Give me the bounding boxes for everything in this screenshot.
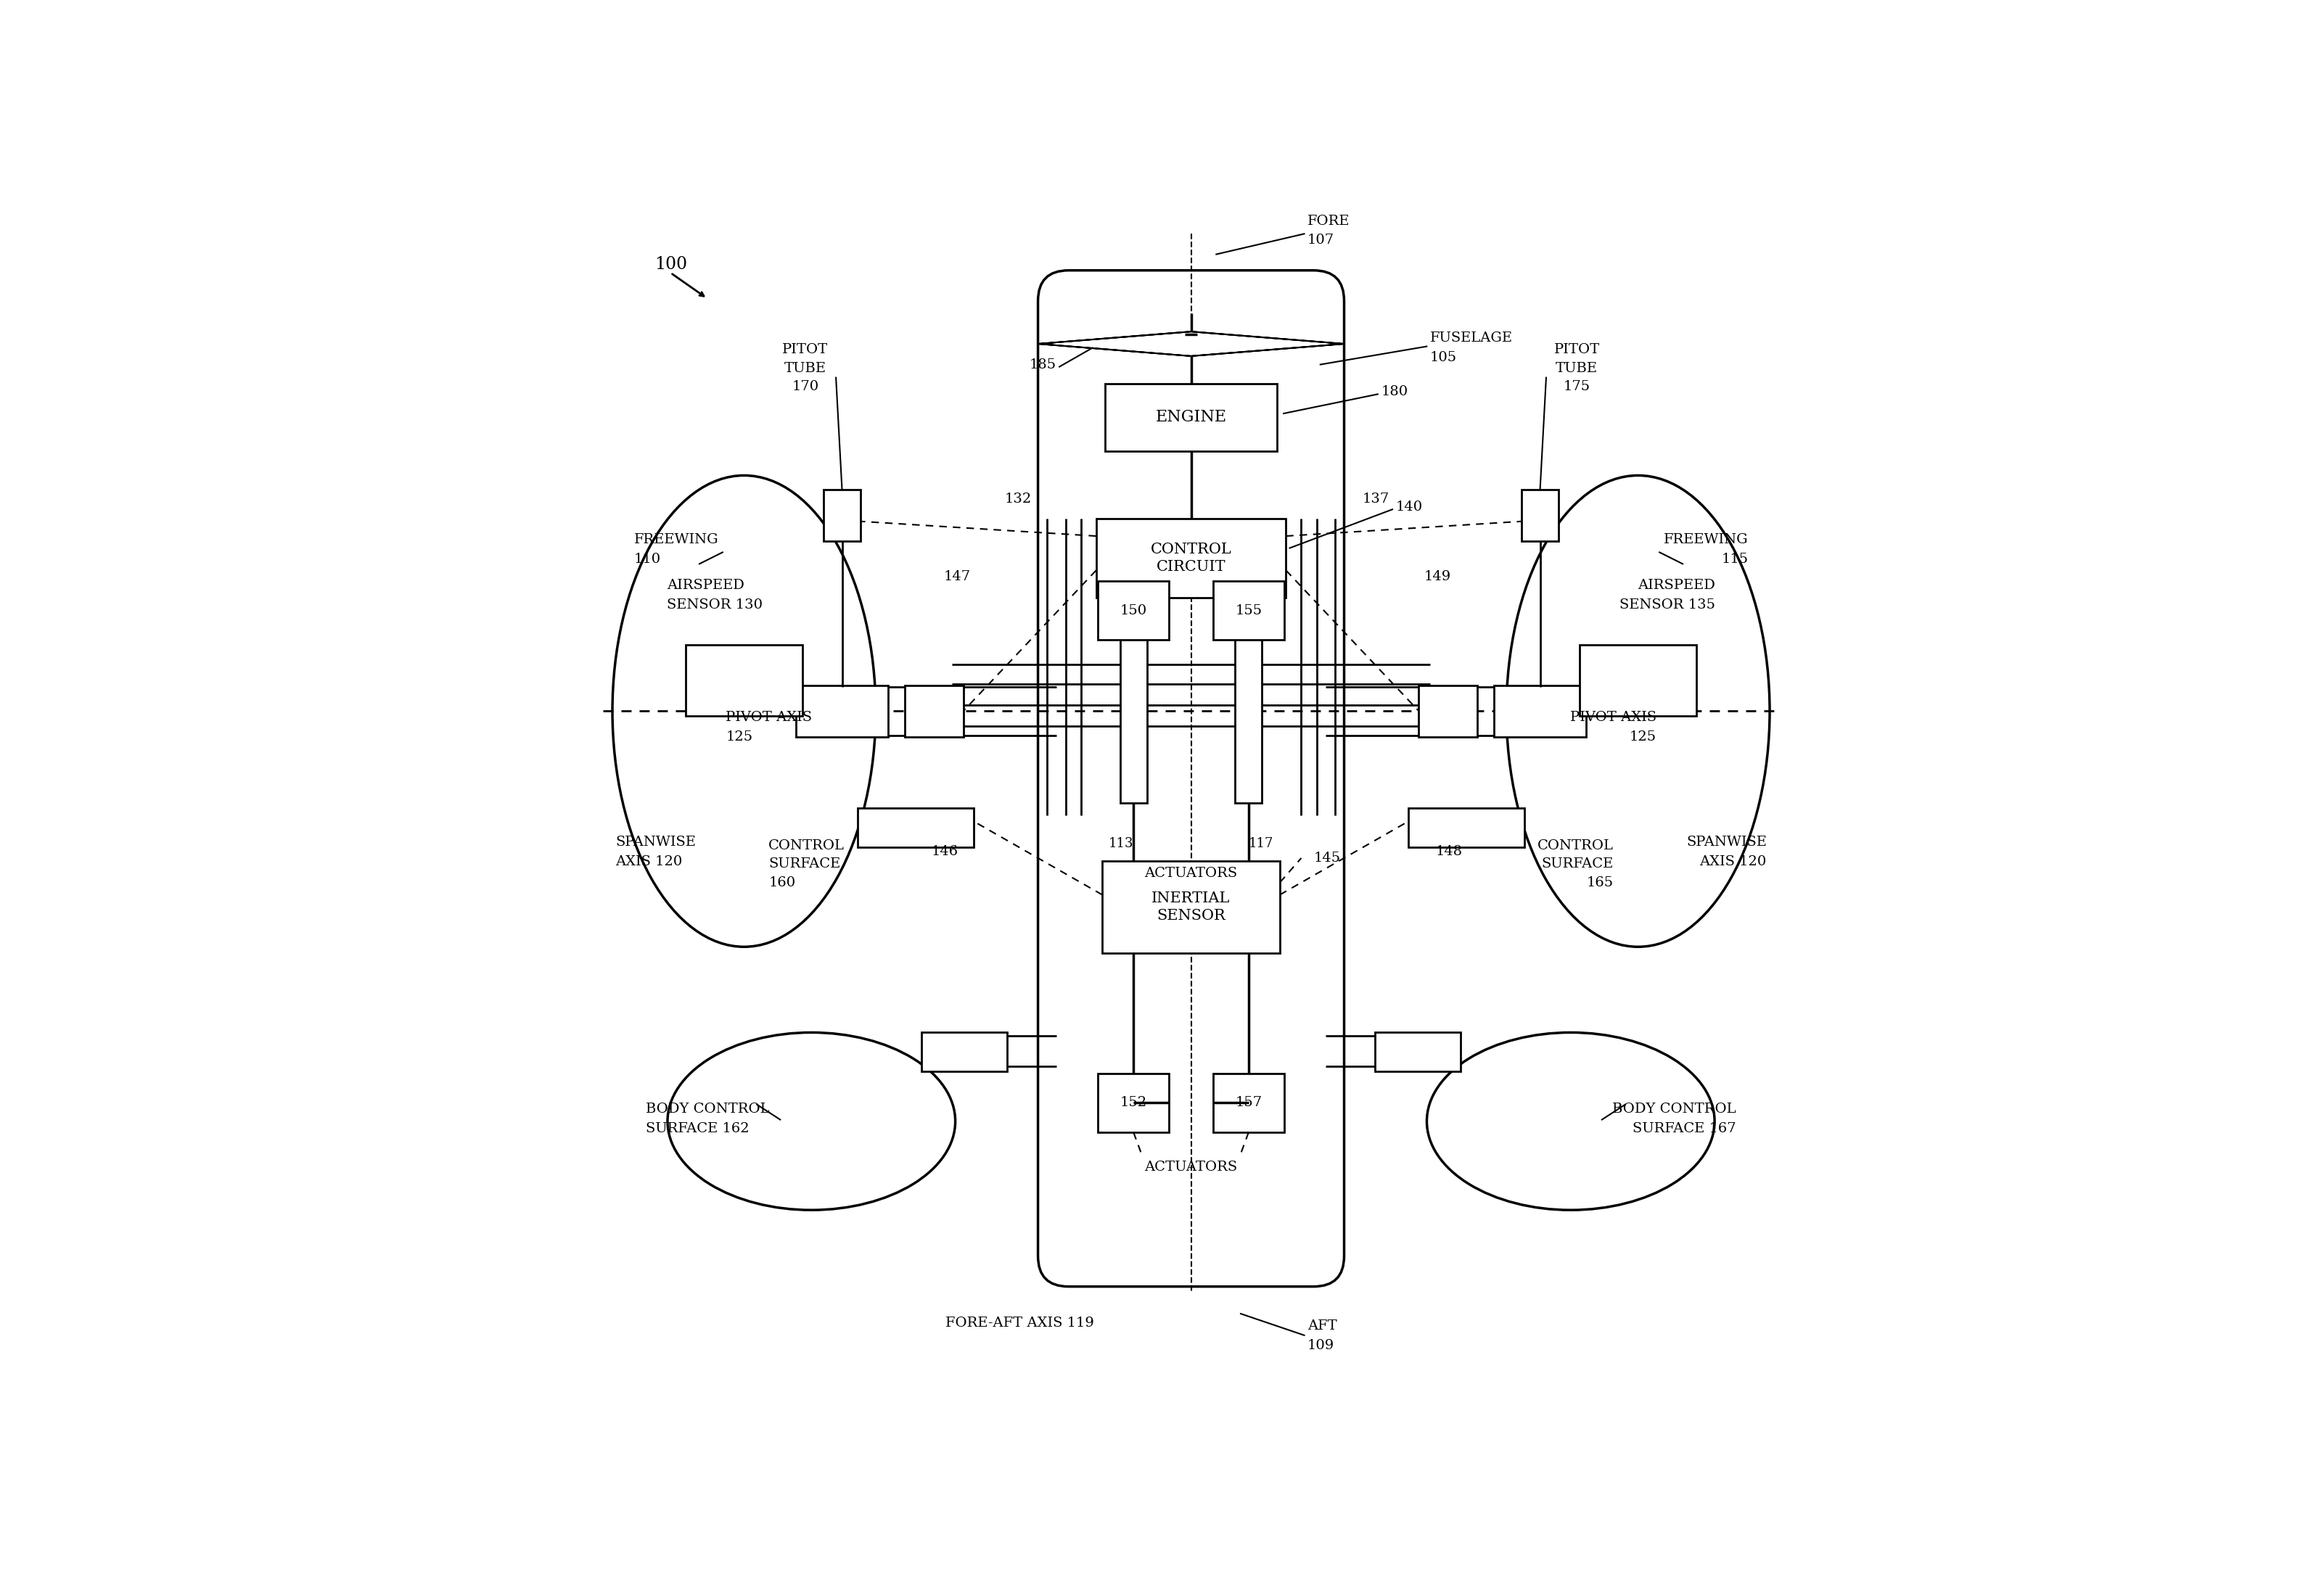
Text: 175: 175 (1564, 380, 1590, 393)
Text: 137: 137 (1362, 493, 1390, 506)
Text: 185: 185 (1030, 358, 1057, 370)
Text: AXIS 120: AXIS 120 (616, 855, 683, 868)
Text: AFT: AFT (1308, 1320, 1336, 1332)
FancyBboxPatch shape (1102, 862, 1281, 952)
Text: CONTROL: CONTROL (1538, 840, 1613, 852)
Text: AIRSPEED: AIRSPEED (1638, 579, 1715, 591)
FancyBboxPatch shape (923, 1032, 1006, 1072)
Text: 140: 140 (1397, 501, 1422, 514)
Text: SURFACE: SURFACE (769, 857, 841, 871)
Text: SPANWISE: SPANWISE (1687, 836, 1766, 849)
Text: CONTROL
CIRCUIT: CONTROL CIRCUIT (1150, 542, 1232, 574)
FancyBboxPatch shape (1213, 582, 1285, 641)
Text: FORE: FORE (1308, 215, 1350, 227)
Text: 109: 109 (1308, 1339, 1334, 1352)
FancyBboxPatch shape (1420, 685, 1478, 736)
FancyBboxPatch shape (1213, 1073, 1285, 1132)
Text: 157: 157 (1234, 1097, 1262, 1110)
Text: SURFACE 162: SURFACE 162 (646, 1123, 751, 1135)
Text: 115: 115 (1722, 553, 1748, 566)
FancyBboxPatch shape (1097, 1073, 1169, 1132)
Text: 155: 155 (1234, 604, 1262, 617)
Text: 170: 170 (792, 380, 818, 393)
FancyBboxPatch shape (1494, 685, 1585, 736)
Text: FORE-AFT AXIS 119: FORE-AFT AXIS 119 (946, 1317, 1095, 1329)
Text: 132: 132 (1004, 493, 1032, 506)
Text: 113: 113 (1109, 838, 1134, 851)
Text: SURFACE 167: SURFACE 167 (1631, 1123, 1736, 1135)
Text: PIVOT AXIS: PIVOT AXIS (725, 711, 811, 723)
Text: 146: 146 (932, 846, 957, 859)
FancyBboxPatch shape (858, 808, 974, 847)
Text: 100: 100 (655, 256, 688, 272)
FancyBboxPatch shape (904, 685, 962, 736)
Text: 117: 117 (1248, 838, 1274, 851)
FancyBboxPatch shape (1120, 641, 1148, 803)
Text: 107: 107 (1308, 234, 1334, 246)
FancyBboxPatch shape (797, 685, 888, 736)
Text: AXIS 120: AXIS 120 (1699, 855, 1766, 868)
Text: FREEWING: FREEWING (634, 533, 718, 547)
FancyBboxPatch shape (1580, 646, 1697, 716)
Text: TUBE: TUBE (1555, 363, 1599, 375)
Text: ACTUATORS: ACTUATORS (1143, 1161, 1239, 1173)
FancyBboxPatch shape (1097, 582, 1169, 641)
Text: SPANWISE: SPANWISE (616, 836, 695, 849)
Text: 160: 160 (769, 876, 795, 889)
Text: INERTIAL
SENSOR: INERTIAL SENSOR (1153, 892, 1229, 922)
Text: CONTROL: CONTROL (769, 840, 844, 852)
Text: 148: 148 (1436, 846, 1462, 859)
FancyBboxPatch shape (1376, 1032, 1459, 1072)
Text: SENSOR 135: SENSOR 135 (1620, 598, 1715, 611)
Text: FUSELAGE: FUSELAGE (1429, 331, 1513, 345)
Text: 145: 145 (1313, 852, 1341, 865)
Text: 150: 150 (1120, 604, 1148, 617)
FancyBboxPatch shape (1039, 270, 1343, 1286)
Text: SURFACE: SURFACE (1541, 857, 1613, 871)
FancyBboxPatch shape (1234, 641, 1262, 803)
Text: 125: 125 (725, 730, 753, 744)
Text: SENSOR 130: SENSOR 130 (667, 598, 762, 611)
FancyBboxPatch shape (1097, 518, 1285, 598)
FancyBboxPatch shape (686, 646, 802, 716)
Text: BODY CONTROL: BODY CONTROL (1613, 1102, 1736, 1116)
Text: 105: 105 (1429, 351, 1457, 364)
Text: 110: 110 (634, 553, 660, 566)
FancyBboxPatch shape (1106, 383, 1276, 452)
Text: FREEWING: FREEWING (1664, 533, 1748, 547)
Text: PITOT: PITOT (783, 343, 827, 356)
Text: BODY CONTROL: BODY CONTROL (646, 1102, 769, 1116)
Ellipse shape (614, 475, 876, 946)
Ellipse shape (1506, 475, 1769, 946)
Text: 147: 147 (944, 569, 971, 584)
Text: PITOT: PITOT (1555, 343, 1599, 356)
Text: 149: 149 (1425, 569, 1450, 584)
Text: 165: 165 (1587, 876, 1613, 889)
Text: AIRSPEED: AIRSPEED (667, 579, 744, 591)
Text: ACTUATORS: ACTUATORS (1143, 867, 1239, 879)
Ellipse shape (1427, 1032, 1715, 1210)
Ellipse shape (667, 1032, 955, 1210)
Text: 152: 152 (1120, 1097, 1148, 1110)
Text: ENGINE: ENGINE (1155, 409, 1227, 425)
FancyBboxPatch shape (823, 490, 860, 541)
Text: 180: 180 (1380, 385, 1408, 398)
FancyBboxPatch shape (1522, 490, 1559, 541)
Text: PIVOT AXIS: PIVOT AXIS (1571, 711, 1657, 723)
Text: TUBE: TUBE (783, 363, 827, 375)
FancyBboxPatch shape (1408, 808, 1525, 847)
Text: 125: 125 (1629, 730, 1657, 744)
